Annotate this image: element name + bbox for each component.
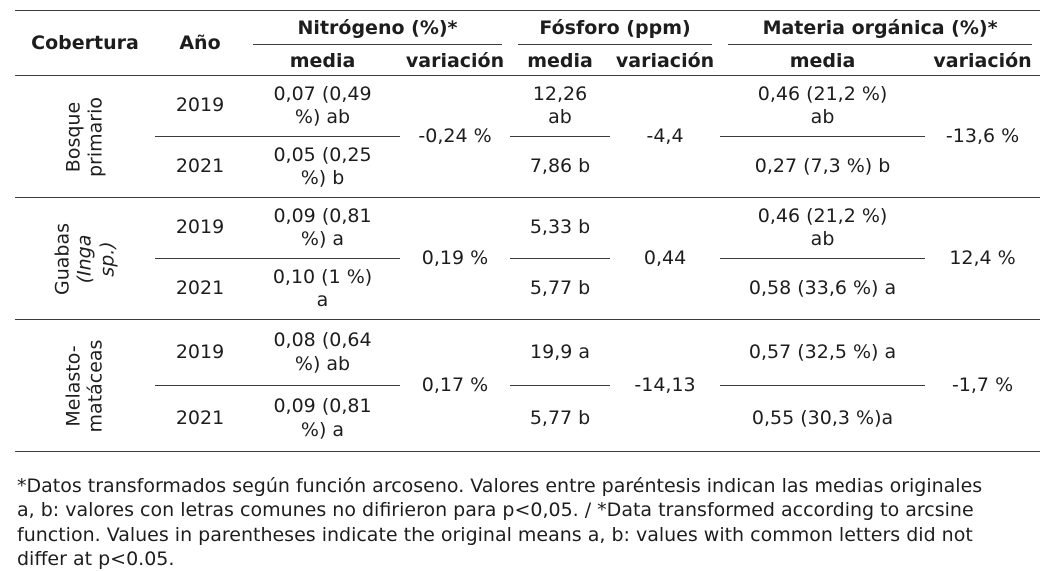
- table-row: 2021 0,09 (0,81 %) a 5,77 b 0,55 (30,3 %…: [15, 386, 1040, 452]
- subheader-n-media: media: [245, 47, 400, 76]
- cell-n-variacion: -0,24 %: [418, 124, 492, 147]
- col-header-cobertura: Cobertura: [15, 10, 155, 76]
- cobertura-text: Melasto- matáceas: [62, 339, 107, 432]
- cell-mo-media: 0,58 (33,6 %) a: [748, 277, 897, 300]
- table-row: Guabas (Inga sp.) 2019 0,09 (0,81 %) a 0…: [15, 197, 1041, 320]
- subheader-p-media: media: [510, 47, 611, 76]
- cell-year: 2021: [175, 155, 225, 178]
- cell-year: 2021: [175, 406, 225, 429]
- col-group-fosforo-label: Fósforo (ppm): [518, 13, 713, 45]
- cell-n-media: 0,08 (0,64 %) ab: [245, 319, 400, 386]
- rotated-label: Guabas (Inga sp.): [51, 222, 118, 294]
- col-group-fosforo: Fósforo (ppm): [510, 11, 720, 48]
- col-header-ano: Año: [155, 10, 245, 76]
- soil-properties-table: Cobertura Año Nitrógeno (%)* Fósforo (pp…: [15, 10, 1041, 452]
- subheader-mo-variacion: variación: [925, 47, 1041, 76]
- cobertura-text: Guabas: [51, 222, 74, 295]
- cell-p-media: 19,9 a: [510, 319, 611, 386]
- cell-p-variacion: -14,13: [610, 319, 721, 452]
- cell-p-media: 5,77 b: [529, 277, 591, 300]
- cell-p-media: 12,26 ab: [510, 75, 611, 137]
- rotated-label: Bosque primario: [63, 96, 108, 176]
- col-group-nitrogeno: Nitrógeno (%)*: [245, 11, 510, 48]
- cell-mo-variacion: -1,7 %: [925, 319, 1041, 452]
- cell-p-media: 5,77 b: [529, 406, 591, 429]
- cell-n-variacion: 0,19 %: [400, 197, 511, 320]
- cell-n-variacion: 0,17 %: [400, 319, 511, 452]
- cell-n-media: 0,09 (0,81 %) a: [273, 395, 372, 441]
- rotated-label: Melasto- matáceas: [63, 339, 108, 432]
- cell-n-media: 0,09 (0,81 %) a: [245, 197, 400, 259]
- col-group-materia-organica-label: Materia orgánica (%)*: [728, 13, 1033, 45]
- cobertura-text: Bosque primario: [62, 96, 107, 177]
- cell-mo-variacion: -13,6 %: [945, 124, 1020, 147]
- cell-mo-media: 0,27 (7,3 %) b: [754, 155, 891, 178]
- cell-mo-media: 0,57 (32,5 %) a: [720, 319, 926, 386]
- cell-year: 2019: [155, 319, 245, 386]
- cell-p-media: 7,86 b: [529, 155, 591, 178]
- cell-year: 2021: [175, 277, 225, 300]
- table-row: 2021 0,05 (0,25 %) b 7,86 b 0,27 (7,3 %)…: [15, 137, 1040, 198]
- cell-p-media: 5,33 b: [510, 197, 611, 259]
- cell-cobertura-bosque-primario: Bosque primario: [15, 76, 155, 198]
- subheader-n-variacion: variación: [400, 47, 511, 76]
- cell-cobertura-guabas: Guabas (Inga sp.): [15, 197, 155, 320]
- table-row: Melasto- matáceas 2019 0,08 (0,64 %) ab …: [15, 319, 1041, 452]
- cell-p-variacion: -4,4: [646, 124, 684, 147]
- cell-n-media: 0,10 (1 %) a: [272, 265, 373, 311]
- cell-p-variacion: 0,44: [610, 197, 721, 320]
- cell-year: 2019: [155, 197, 245, 259]
- table-row: Bosque primario 2019 0,07 (0,49 %) ab -0…: [15, 75, 1040, 177]
- cell-year: 2019: [155, 75, 245, 137]
- cell-mo-media: 0,46 (21,2 %) ab: [720, 75, 926, 137]
- subheader-mo-media: media: [720, 47, 926, 76]
- col-group-materia-organica: Materia orgánica (%)*: [720, 11, 1040, 48]
- table-footnote: *Datos transformados según función arcos…: [17, 475, 983, 570]
- col-group-nitrogeno-label: Nitrógeno (%)*: [253, 13, 503, 45]
- table-row: 2021 0,10 (1 %) a 5,77 b 0,58 (33,6 %) a: [15, 259, 1040, 320]
- cell-n-media: 0,05 (0,25 %) b: [273, 143, 372, 189]
- cell-mo-media: 0,55 (30,3 %)a: [751, 406, 894, 429]
- cobertura-text-italic: (Inga sp.): [73, 234, 119, 283]
- cell-mo-variacion: 12,4 %: [925, 197, 1041, 320]
- subheader-p-variacion: variación: [610, 47, 721, 76]
- cell-n-media: 0,07 (0,49 %) ab: [245, 75, 400, 137]
- cell-cobertura-melastomataceas: Melasto- matáceas: [15, 319, 155, 452]
- cell-mo-media: 0,46 (21,2 %) ab: [720, 197, 926, 259]
